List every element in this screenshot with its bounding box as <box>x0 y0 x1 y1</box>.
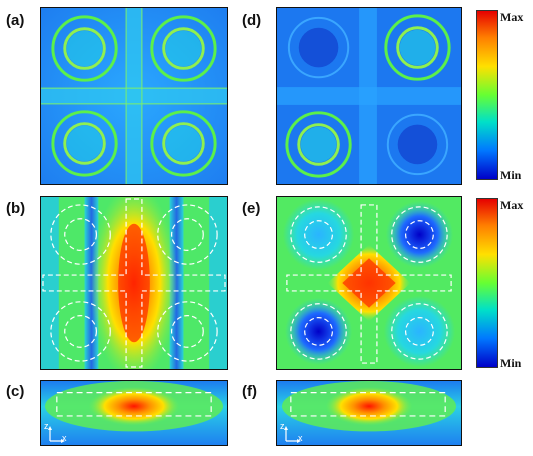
field-map-a <box>40 7 228 185</box>
panel-label-b: (b) <box>6 200 26 217</box>
panel-label-a: (a) <box>6 12 25 29</box>
colorbar-1-min-label: Min <box>500 168 522 182</box>
field-map-e-graphic <box>277 197 461 369</box>
field-map-a-graphic <box>41 8 227 184</box>
colorbar-2-min-label: Min <box>500 356 522 370</box>
field-map-f-graphic <box>277 381 461 445</box>
axis-z-label-c: z <box>44 421 49 431</box>
panel-label-d: (d) <box>242 12 262 29</box>
field-map-e <box>276 196 462 370</box>
axis-arrows-c <box>48 426 65 443</box>
field-map-f: z x <box>276 380 462 446</box>
panel-label-f: (f) <box>242 383 257 400</box>
field-map-c: z x <box>40 380 228 446</box>
field-map-d-graphic <box>277 8 461 184</box>
axis-x-label-c: x <box>62 433 67 443</box>
axis-z-label-f: z <box>280 421 285 431</box>
colorbar-1 <box>476 10 498 180</box>
field-map-d <box>276 7 462 185</box>
axis-arrows-f <box>284 426 301 443</box>
panel-label-e: (e) <box>242 200 261 217</box>
field-map-c-graphic <box>41 381 227 445</box>
colorbar-2 <box>476 198 498 368</box>
field-map-b-graphic <box>41 197 227 369</box>
colorbar-2-max-label: Max <box>500 198 524 212</box>
axis-x-label-f: x <box>298 433 303 443</box>
colorbar-1-max-label: Max <box>500 10 524 24</box>
panel-label-c: (c) <box>6 383 25 400</box>
field-map-b <box>40 196 228 370</box>
